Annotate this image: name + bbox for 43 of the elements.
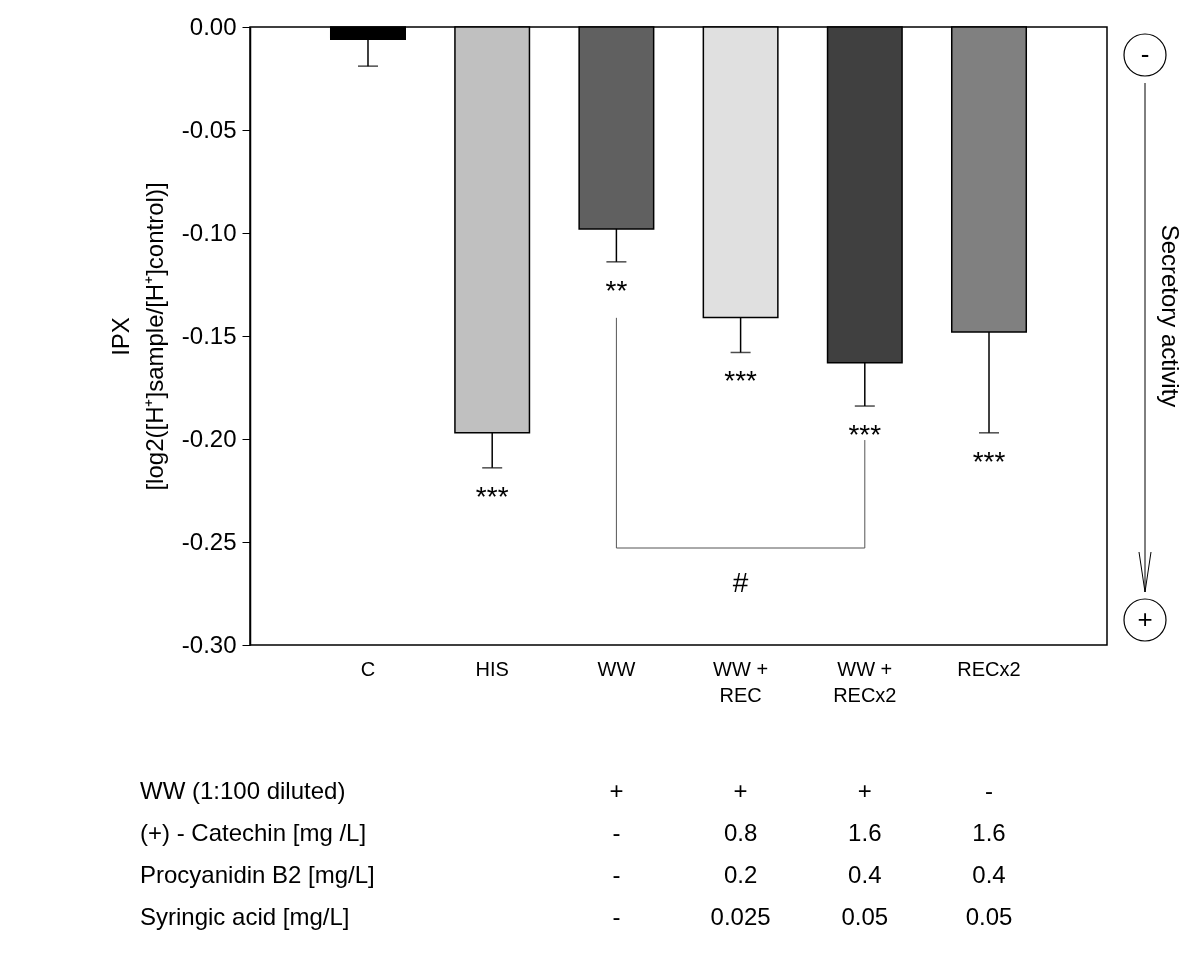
text: -	[985, 777, 994, 804]
y-tick-label: -0.05	[181, 115, 237, 143]
text: 0.2	[723, 861, 758, 888]
text: +	[1137, 604, 1153, 634]
y-tick-label: -0.20	[181, 424, 237, 452]
text: (+) - Catechin [mg /L]	[140, 819, 367, 846]
text: 1.6	[972, 819, 1006, 846]
text: Procyanidin B2 [mg/L]	[140, 861, 375, 888]
y-tick-label: -0.25	[181, 527, 237, 555]
text: -	[612, 861, 621, 888]
x-tick-label: WW + RECx2	[833, 657, 897, 706]
text: 0.4	[972, 861, 1006, 888]
annotation: ***	[848, 419, 882, 451]
annotation: #	[732, 567, 749, 598]
y-axis-title: IPX [log2([H⁺]sample/[H⁺]control)]	[106, 182, 168, 491]
text: -	[612, 903, 621, 930]
text: 0.05	[965, 903, 1013, 930]
text: 0.8	[723, 819, 758, 846]
x-tick-label: RECx2	[957, 657, 1021, 680]
text: WW (1:100 diluted)	[140, 777, 346, 804]
annotation: ***	[475, 480, 509, 512]
annotation: **	[605, 274, 628, 306]
x-tick-label: WW + REC	[713, 657, 769, 706]
text: 1.6	[848, 819, 882, 846]
text: Syringic acid [mg/L]	[140, 903, 350, 930]
y-tick-label: 0.00	[189, 12, 237, 40]
y2-axis-title: Secretory activity	[1157, 224, 1184, 408]
text: 0.4	[848, 861, 882, 888]
text: 0.025	[710, 903, 771, 930]
text: 0.05	[841, 903, 889, 930]
y-tick-label: -0.30	[181, 630, 237, 658]
x-tick-label: HIS	[475, 657, 509, 680]
annotation: ***	[724, 365, 758, 397]
y-tick-label: -0.15	[181, 321, 237, 349]
text: +	[857, 777, 872, 804]
text: -	[612, 819, 621, 846]
y-tick-label: -0.10	[181, 218, 237, 246]
text: -	[1140, 39, 1150, 69]
text: +	[733, 777, 748, 804]
x-tick-label: C	[360, 657, 376, 680]
x-tick-label: WW	[597, 657, 636, 680]
annotation: ***	[972, 445, 1006, 477]
text: +	[609, 777, 624, 804]
